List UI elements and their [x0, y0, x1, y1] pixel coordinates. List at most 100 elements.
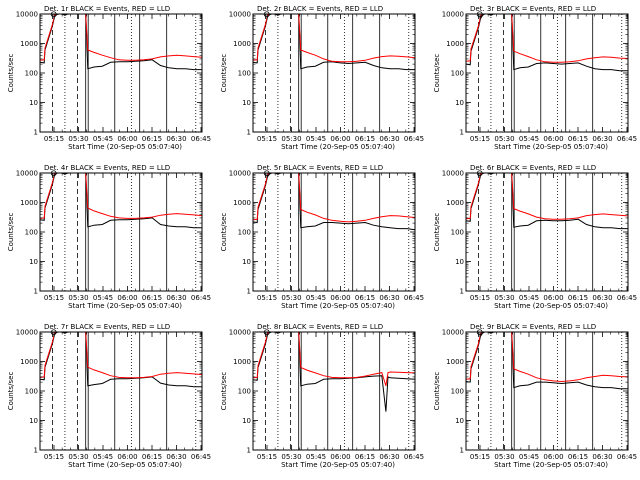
- plot-frame: [39, 331, 203, 451]
- chart-title: Det. 6r BLACK = Events, RED = LLD: [470, 164, 596, 172]
- y-tick-label: 10000: [16, 329, 38, 337]
- chart-panel-5: Det. 5r BLACK = Events, RED = LLD 1 10 100 1…: [220, 164, 424, 310]
- chart-title: Det. 7r BLACK = Events, RED = LLD: [44, 323, 170, 331]
- x-tick-label: 05:45: [93, 135, 113, 143]
- y-tick-label: 10000: [442, 170, 464, 178]
- x-tick-label: 05:45: [93, 294, 113, 302]
- y-axis-label: Counts/sec: [220, 372, 228, 411]
- series-line-lld: [252, 13, 416, 63]
- x-tick-label: 05:30: [68, 453, 88, 461]
- y-tick-label: 10000: [229, 329, 251, 337]
- x-tick-label: 06:15: [355, 294, 375, 302]
- plot-frame: [39, 13, 203, 133]
- y-tick-label: 1: [247, 129, 251, 137]
- x-tick-label: 06:00: [330, 294, 350, 302]
- series-line-events: [252, 331, 416, 412]
- x-tick-label: 05:45: [519, 135, 539, 143]
- y-tick-label: 1: [34, 288, 38, 296]
- x-axis-label: Start Time (20-Sep-05 05:07:40): [281, 461, 395, 469]
- x-tick-label: 05:30: [68, 294, 88, 302]
- x-tick-label: 06:00: [330, 453, 350, 461]
- x-tick-label: 06:30: [379, 135, 399, 143]
- chart-title: Det. 9r BLACK = Events, RED = LLD: [470, 323, 596, 331]
- x-tick-label: 05:30: [494, 135, 514, 143]
- y-axis-label: Counts/sec: [220, 54, 228, 93]
- y-tick-label: 10: [242, 99, 251, 107]
- x-tick-label: 06:15: [568, 453, 588, 461]
- y-tick-label: 1000: [20, 358, 38, 366]
- chart-panel-6: Det. 6r BLACK = Events, RED = LLD 1 10 100 1…: [433, 164, 637, 310]
- x-tick-label: 05:45: [306, 294, 326, 302]
- chart-title: Det. 5r BLACK = Events, RED = LLD: [257, 164, 383, 172]
- series-line-lld: [39, 172, 203, 219]
- x-tick-label: 06:00: [543, 294, 563, 302]
- x-tick-label: 06:00: [543, 453, 563, 461]
- x-tick-label: 05:30: [494, 453, 514, 461]
- chart-panel-3: Det. 3r BLACK = Events, RED = LLD 1 10 100 1…: [433, 5, 637, 151]
- y-axis-label: Counts/sec: [433, 54, 441, 93]
- series-line-events: [465, 331, 628, 390]
- series-line-events: [39, 331, 202, 388]
- series-line-events: [39, 13, 202, 71]
- plot-frame: [465, 172, 629, 292]
- y-tick-label: 10000: [16, 170, 38, 178]
- x-tick-label: 06:15: [355, 453, 375, 461]
- y-tick-label: 1: [460, 288, 464, 296]
- x-tick-label: 05:15: [470, 453, 490, 461]
- y-tick-label: 10000: [442, 11, 464, 19]
- series-line-lld: [465, 13, 629, 63]
- x-tick-label: 05:30: [494, 294, 514, 302]
- x-tick-label: 05:15: [257, 453, 277, 461]
- x-tick-label: 06:45: [617, 135, 637, 143]
- y-tick-label: 1000: [20, 199, 38, 207]
- series-line-lld: [39, 13, 203, 61]
- y-tick-label: 10000: [16, 11, 38, 19]
- x-tick-label: 05:30: [281, 135, 301, 143]
- x-tick-label: 06:45: [191, 453, 211, 461]
- x-tick-label: 05:30: [281, 294, 301, 302]
- y-axis-label: Counts/sec: [7, 54, 15, 93]
- y-tick-label: 100: [238, 388, 251, 396]
- y-tick-label: 10: [29, 99, 38, 107]
- series-line-events: [465, 172, 628, 230]
- x-tick-label: 05:30: [281, 453, 301, 461]
- x-tick-label: 06:30: [379, 294, 399, 302]
- x-tick-label: 06:45: [191, 135, 211, 143]
- x-tick-label: 06:15: [142, 294, 162, 302]
- x-tick-label: 06:30: [592, 453, 612, 461]
- y-tick-label: 1000: [20, 40, 38, 48]
- series-line-events: [465, 13, 628, 72]
- x-axis-label: Start Time (20-Sep-05 05:07:40): [494, 461, 608, 469]
- chart-title: Det. 8r BLACK = Events, RED = LLD: [257, 323, 383, 331]
- y-tick-label: 10: [29, 417, 38, 425]
- x-tick-label: 06:00: [117, 453, 137, 461]
- y-tick-label: 100: [451, 70, 464, 78]
- x-tick-label: 06:15: [355, 135, 375, 143]
- y-tick-label: 1000: [446, 358, 464, 366]
- x-tick-label: 06:00: [117, 294, 137, 302]
- y-tick-label: 1000: [233, 40, 251, 48]
- y-axis-label: Counts/sec: [220, 213, 228, 252]
- x-tick-label: 06:00: [117, 135, 137, 143]
- series-line-events: [252, 172, 416, 231]
- x-tick-label: 05:45: [93, 453, 113, 461]
- y-tick-label: 1000: [446, 199, 464, 207]
- y-axis-label: Counts/sec: [433, 372, 441, 411]
- chart-title: Det. 4r BLACK = Events, RED = LLD: [44, 164, 170, 172]
- y-axis-label: Counts/sec: [433, 213, 441, 252]
- chart-panel-8: Det. 8r BLACK = Events, RED = LLD 1 10 100 1…: [220, 323, 424, 469]
- x-tick-label: 06:45: [617, 453, 637, 461]
- y-tick-label: 1: [34, 129, 38, 137]
- x-tick-label: 06:15: [142, 453, 162, 461]
- x-tick-label: 05:15: [44, 294, 64, 302]
- chart-panel-9: Det. 9r BLACK = Events, RED = LLD 1 10 100 1…: [433, 323, 637, 469]
- x-tick-label: 05:30: [68, 135, 88, 143]
- plot-frame: [252, 331, 416, 451]
- x-tick-label: 06:30: [166, 294, 186, 302]
- x-axis-label: Start Time (20-Sep-05 05:07:40): [494, 143, 608, 151]
- x-axis-label: Start Time (20-Sep-05 05:07:40): [68, 302, 182, 310]
- y-tick-label: 100: [238, 70, 251, 78]
- y-tick-label: 1: [34, 447, 38, 455]
- plot-frame: [252, 172, 416, 292]
- x-tick-label: 05:15: [470, 294, 490, 302]
